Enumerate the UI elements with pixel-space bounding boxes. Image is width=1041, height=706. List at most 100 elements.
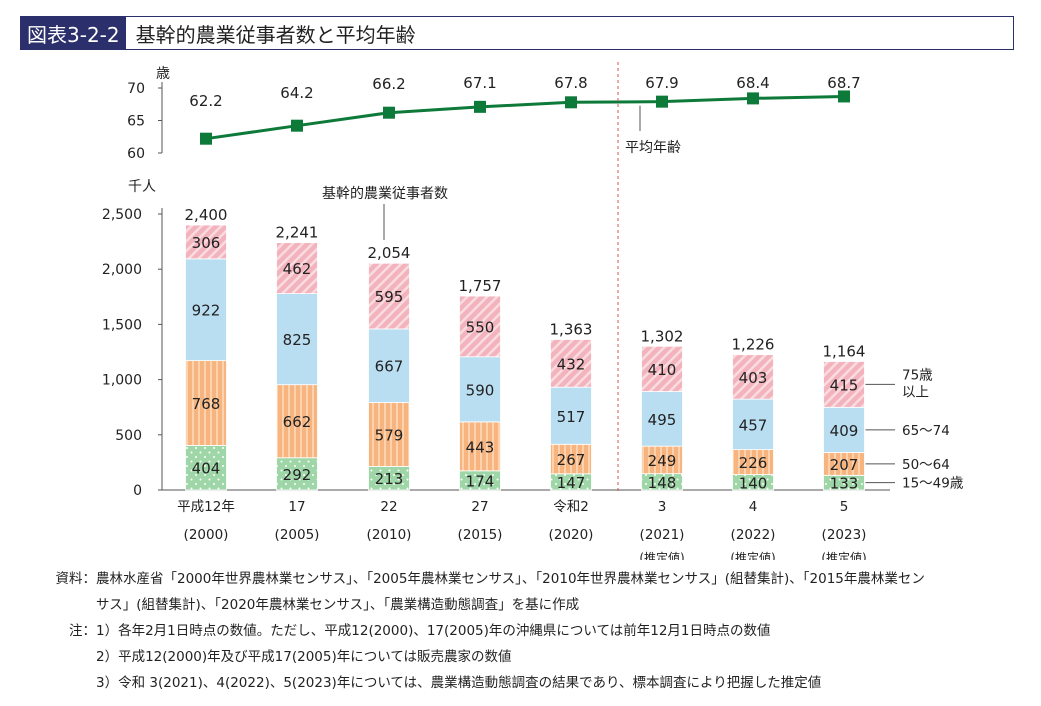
age-15-49-segment — [185, 444, 227, 491]
legend-15-49: 15～49歳 — [902, 476, 964, 492]
bar-total-label: 1,226 — [732, 336, 775, 354]
note-label: 注： — [69, 623, 96, 639]
x-tick-year-label: (2005) — [275, 527, 320, 543]
bar-total-label: 2,400 — [185, 206, 228, 224]
count-y-tick-label: 2,000 — [102, 262, 142, 278]
segment-value-label: 495 — [648, 411, 677, 429]
x-tick-label: 17 — [288, 499, 305, 515]
segment-value-label: 662 — [283, 413, 312, 431]
segment-value-label: 147 — [557, 474, 586, 492]
x-tick-label: 令和2 — [553, 499, 589, 515]
bar-total-label: 2,054 — [368, 244, 411, 262]
age-50-64-segment — [276, 384, 318, 459]
figure-title: 基幹的農業従事者数と平均年齢 — [135, 22, 416, 47]
segment-value-label: 410 — [648, 361, 677, 379]
segment-value-label: 922 — [192, 302, 221, 320]
source-text-1: 農林水産省「2000年世界農林業センサス」、「2005年農林業センサス」、「20… — [96, 571, 925, 587]
source-text-2: サス」(組替集計)、「2020年農林業センサス」、「農業構造動態調査」を基に作成 — [96, 597, 580, 613]
age-75-plus-segment — [185, 224, 227, 260]
legend-75-plus-line2: 以上 — [902, 384, 929, 400]
age-data-label: 66.2 — [372, 75, 405, 93]
age-y-tick-label: 70 — [127, 81, 145, 97]
segment-value-label: 267 — [557, 451, 586, 469]
segment-value-label: 443 — [466, 438, 495, 456]
count-series-caption: 基幹的農業従事者数 — [322, 185, 448, 202]
segment-value-label: 550 — [466, 318, 495, 336]
age-50-64-segment — [641, 445, 683, 475]
segment-value-label: 590 — [466, 381, 495, 399]
note-row-1: 注： 1）各年2月1日時点の数値。ただし、平成12(2000)、17(2005)… — [42, 618, 1032, 644]
age-axis-unit: 歳 — [156, 66, 170, 82]
age-point-marker — [838, 90, 850, 103]
x-tick-estimate-note: (推定値) — [821, 550, 866, 560]
x-tick-year-label: (2000) — [184, 527, 229, 543]
source-label: 資料： — [55, 571, 97, 587]
note-text-1: 1）各年2月1日時点の数値。ただし、平成12(2000)、17(2005)年の沖… — [96, 623, 771, 639]
segment-value-label: 140 — [739, 474, 768, 492]
age-65-74-segment — [185, 258, 227, 362]
age-point-marker — [474, 100, 486, 113]
age-50-64-segment — [185, 360, 227, 446]
segment-value-label: 595 — [375, 288, 404, 306]
x-tick-year-label: (2015) — [458, 527, 503, 543]
age-75-plus-segment — [459, 295, 501, 358]
segment-value-label: 409 — [830, 422, 859, 440]
age-65-74-segment — [823, 406, 865, 453]
age-65-74-segment — [732, 398, 774, 450]
segment-value-label: 415 — [830, 376, 859, 394]
segment-value-label: 462 — [283, 260, 312, 278]
age-50-64-segment — [459, 421, 501, 472]
age-75-plus-segment — [641, 345, 683, 392]
age-point-marker — [747, 92, 759, 105]
age-point-marker — [383, 106, 395, 119]
age-data-label: 64.2 — [280, 84, 313, 102]
x-tick-label: 3 — [658, 499, 667, 515]
segment-value-label: 432 — [557, 355, 586, 373]
age-15-49-segment — [276, 457, 318, 491]
age-65-74-segment — [459, 356, 501, 423]
average-age-line-chart: 歳 60 65 70 62.2 64.2 66.2 67.1 67.8 67.9 68.4 68.7 平… — [127, 66, 861, 162]
note-text-3: 3）令和 3(2021)、4(2022)、5(2023)年については、農業構造動… — [96, 675, 822, 691]
segment-value-label: 404 — [192, 460, 221, 478]
x-tick-estimate-note: (推定値) — [730, 550, 775, 560]
count-y-tick-label: 2,500 — [102, 207, 142, 223]
bar-total-label: 1,302 — [641, 327, 684, 345]
segment-value-label: 825 — [283, 331, 312, 349]
segment-value-label: 207 — [830, 456, 859, 474]
note-row-3: 3）令和 3(2021)、4(2022)、5(2023)年については、農業構造動… — [42, 670, 1032, 696]
age-75-plus-segment — [823, 361, 865, 408]
segment-value-label: 148 — [648, 474, 677, 492]
x-tick-label: 5 — [840, 499, 849, 515]
age-data-label: 68.7 — [827, 74, 860, 92]
x-tick-year-label: (2010) — [367, 527, 412, 543]
average-age-line — [205, 94, 845, 141]
count-axis-unit: 千人 — [128, 179, 156, 195]
note-row-2: 2）平成12(2000)年及び平成17(2005)年については販売農家の数値 — [42, 644, 1032, 670]
x-tick-label: 22 — [380, 499, 397, 515]
age-75-plus-segment — [732, 354, 774, 400]
segment-value-label: 667 — [375, 358, 404, 376]
count-y-tick-label: 1,000 — [102, 373, 142, 389]
bar-total-label: 1,757 — [459, 277, 502, 295]
age-data-label: 67.9 — [645, 74, 678, 92]
bar-total-label: 2,241 — [276, 224, 319, 242]
age-data-label: 62.2 — [189, 92, 222, 110]
age-50-64-segment — [368, 402, 410, 467]
segment-value-label: 517 — [557, 408, 586, 426]
bar-total-label: 1,363 — [550, 321, 593, 339]
age-data-label: 68.4 — [736, 74, 769, 92]
age-50-64-segment — [550, 443, 592, 475]
x-tick-label: 4 — [749, 499, 758, 515]
segment-value-label: 174 — [466, 472, 495, 490]
legend-65-74: 65～74 — [902, 423, 950, 439]
x-tick-year-label: (2020) — [549, 527, 594, 543]
count-y-tick-label: 1,500 — [102, 317, 142, 333]
age-50-64-segment — [732, 449, 774, 475]
segment-value-label: 133 — [830, 475, 859, 493]
bar-total-label: 1,164 — [823, 342, 866, 360]
x-tick-estimate-note: (推定値) — [639, 550, 684, 560]
age-y-tick-label: 65 — [127, 114, 145, 130]
source-row: 資料： 農林水産省「2000年世界農林業センサス」、「2005年農林業センサス」… — [42, 566, 1032, 592]
figure-title-box: 図表3-2-2 基幹的農業従事者数と平均年齢 — [20, 16, 1014, 50]
segment-value-label: 306 — [192, 234, 221, 252]
